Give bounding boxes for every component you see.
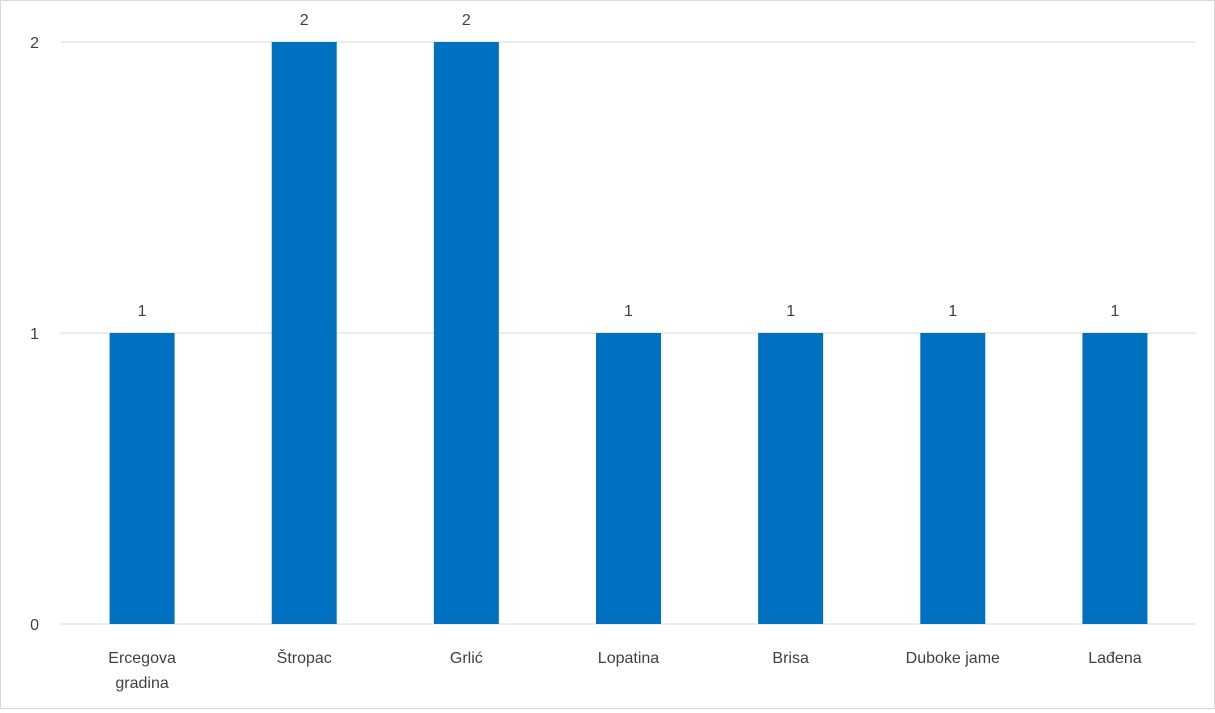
bar	[758, 333, 824, 624]
data-label: 1	[948, 303, 957, 320]
data-label: 2	[462, 12, 471, 29]
x-tick-label: Lopatina	[598, 650, 659, 667]
x-tick-label: Duboke jame	[906, 650, 1000, 667]
bar	[596, 333, 661, 624]
data-label: 2	[300, 12, 309, 29]
data-label: 1	[1110, 303, 1119, 320]
bars	[109, 42, 1148, 624]
data-label: 1	[624, 303, 633, 320]
y-tick-label: 2	[30, 35, 39, 52]
x-tick-label: Štropac	[277, 648, 332, 667]
bar	[433, 42, 499, 624]
data-label: 1	[138, 303, 147, 320]
y-tick-label: 0	[30, 617, 39, 634]
x-tick-label: Ercegova	[108, 650, 176, 667]
bar	[271, 42, 337, 624]
y-axis-ticks: 0 1 2	[30, 35, 39, 634]
x-tick-label: Brisa	[772, 650, 809, 667]
bar	[920, 333, 986, 624]
bar	[1082, 333, 1148, 624]
x-tick-label: Grlić	[450, 650, 483, 667]
x-axis-ticks: Ercegova gradina Štropac Grlić Lopatina Brisa…	[108, 648, 1141, 692]
data-labels: 1 2 2 1 1 1 1	[138, 12, 1120, 320]
x-tick-label: Lađena	[1088, 650, 1141, 667]
x-tick-label: gradina	[115, 675, 168, 692]
data-label: 1	[786, 303, 795, 320]
bar	[109, 333, 175, 624]
y-tick-label: 1	[30, 326, 39, 343]
